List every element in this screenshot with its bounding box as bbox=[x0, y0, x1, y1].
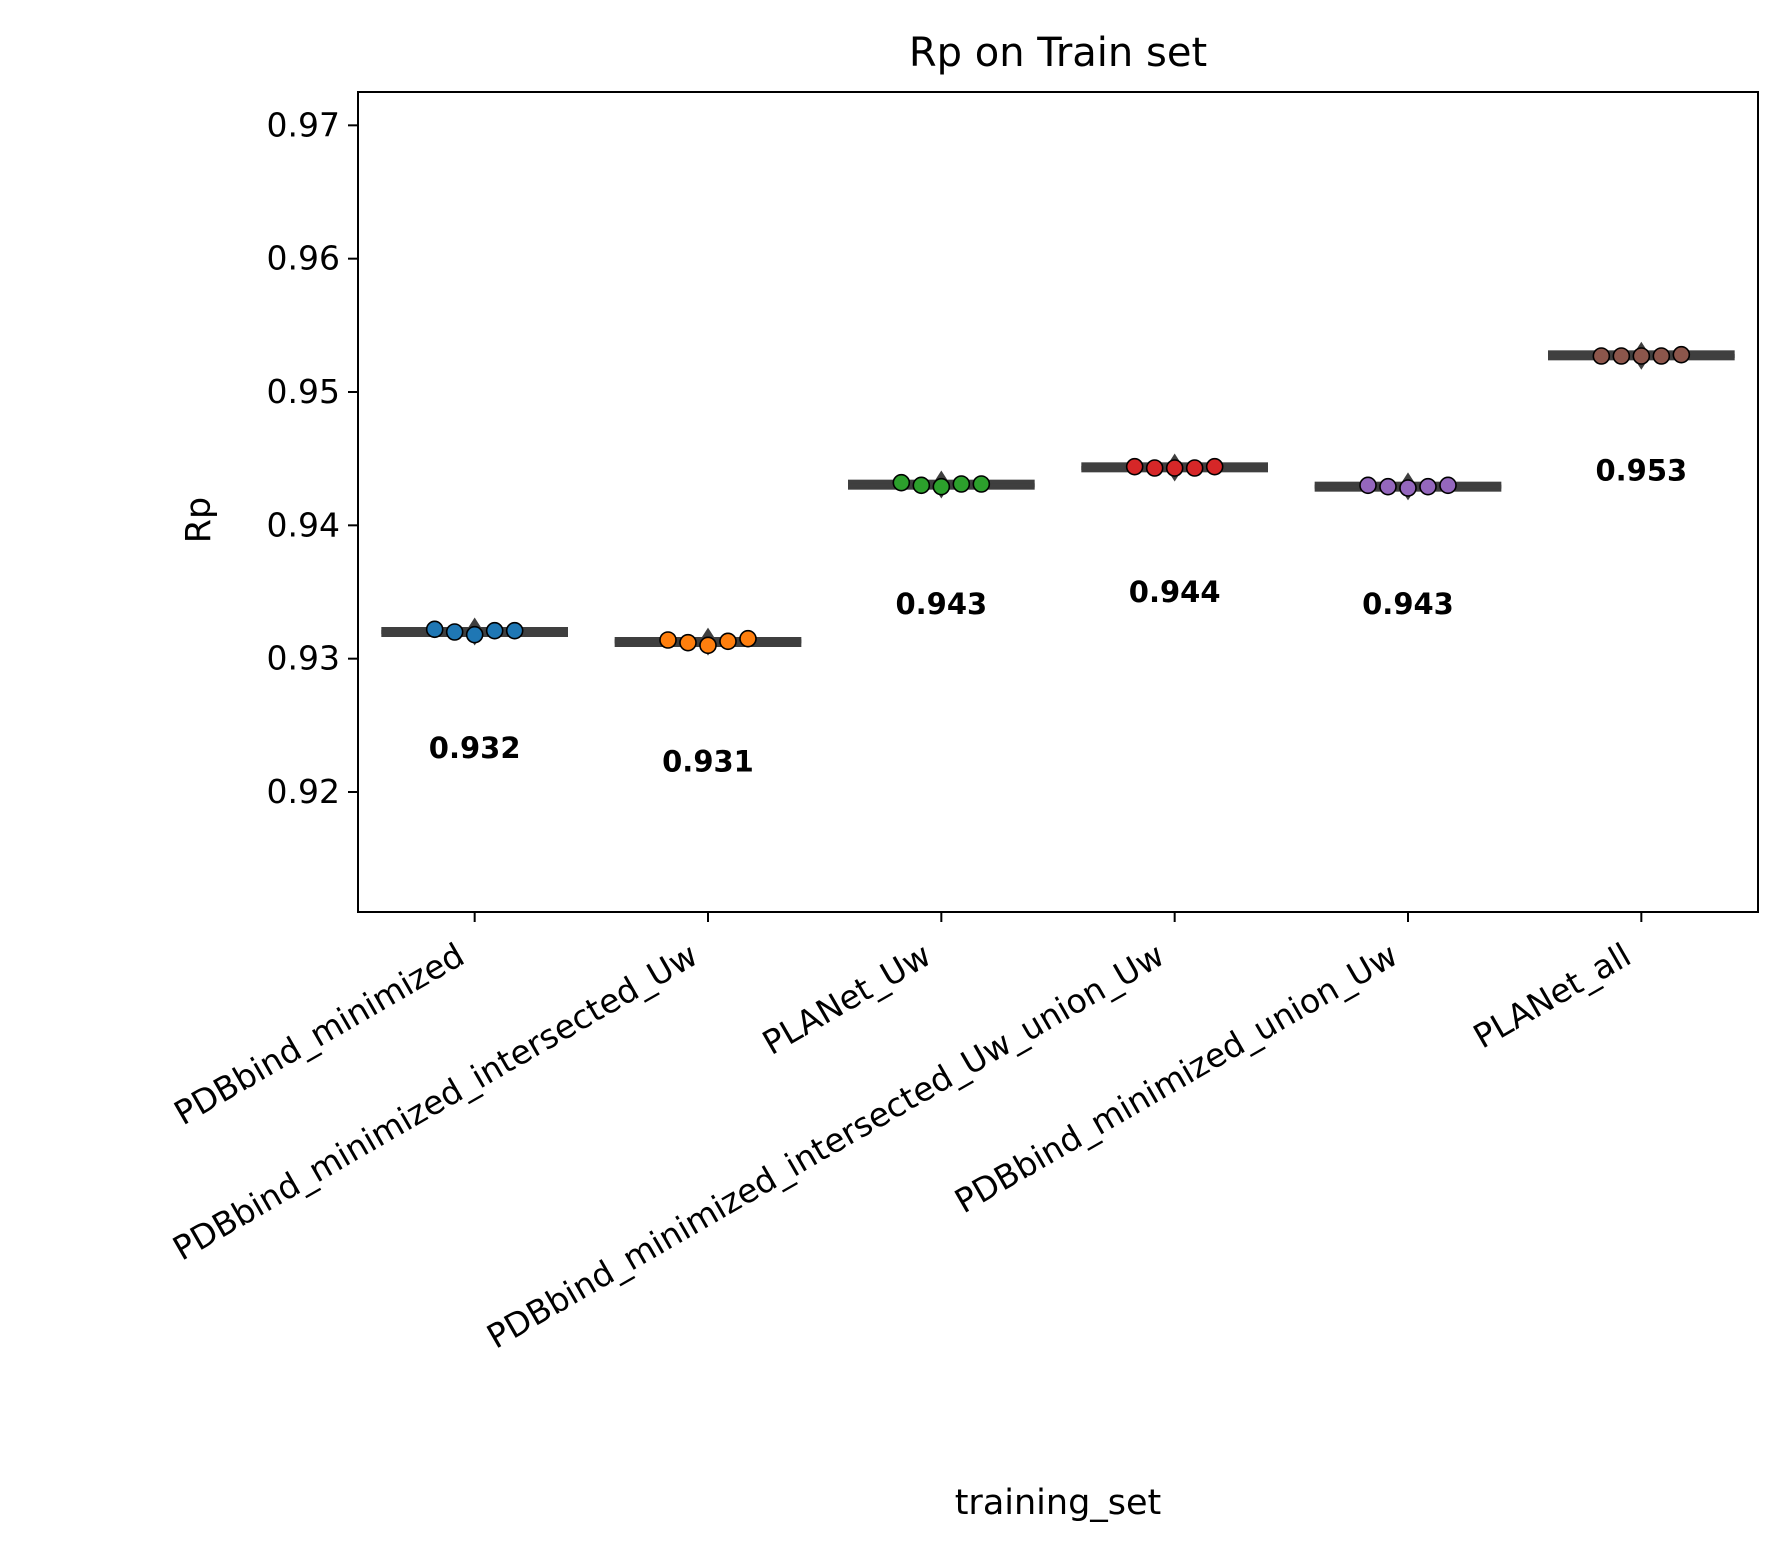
value-label: 0.943 bbox=[895, 587, 987, 621]
data-point bbox=[1125, 457, 1144, 476]
y-tick-label: 0.95 bbox=[267, 372, 340, 411]
data-point bbox=[1439, 476, 1457, 495]
data-point bbox=[952, 475, 971, 493]
data-point bbox=[1205, 457, 1224, 476]
data-point bbox=[1419, 477, 1437, 496]
data-point bbox=[505, 621, 524, 640]
data-point bbox=[739, 629, 757, 648]
y-tick-label: 0.97 bbox=[267, 105, 340, 144]
data-point bbox=[1672, 345, 1691, 364]
value-label: 0.931 bbox=[662, 744, 754, 778]
data-point bbox=[972, 475, 991, 493]
data-point bbox=[425, 620, 444, 639]
data-point bbox=[1592, 347, 1611, 365]
y-tick-label: 0.96 bbox=[267, 239, 340, 278]
y-tick-label: 0.93 bbox=[267, 639, 340, 678]
data-point bbox=[1145, 459, 1164, 477]
data-point bbox=[1612, 347, 1631, 365]
data-point bbox=[719, 632, 737, 651]
data-point bbox=[485, 621, 504, 640]
value-label: 0.932 bbox=[429, 731, 521, 765]
data-point bbox=[912, 476, 931, 495]
data-point bbox=[1379, 477, 1397, 496]
chart-title: Rp on Train set bbox=[909, 30, 1207, 76]
y-axis-label: Rp bbox=[179, 497, 219, 544]
data-point bbox=[1185, 459, 1204, 477]
data-point bbox=[1632, 347, 1651, 365]
data-point bbox=[1399, 479, 1417, 497]
data-point bbox=[1165, 459, 1184, 477]
x-axis-label: training_set bbox=[955, 1483, 1162, 1523]
data-point bbox=[1359, 476, 1377, 495]
data-point bbox=[892, 473, 911, 492]
value-label: 0.944 bbox=[1129, 575, 1221, 609]
y-tick-label: 0.94 bbox=[267, 505, 340, 544]
axes-frame bbox=[357, 91, 1759, 913]
data-point bbox=[445, 623, 464, 641]
data-point bbox=[932, 477, 951, 496]
value-label: 0.943 bbox=[1362, 587, 1454, 621]
data-point bbox=[659, 631, 677, 649]
y-tick-label: 0.92 bbox=[267, 772, 340, 811]
value-label: 0.953 bbox=[1595, 454, 1687, 488]
data-point bbox=[1652, 347, 1671, 365]
data-point bbox=[699, 636, 717, 655]
data-point bbox=[465, 625, 484, 644]
data-point bbox=[679, 633, 697, 652]
